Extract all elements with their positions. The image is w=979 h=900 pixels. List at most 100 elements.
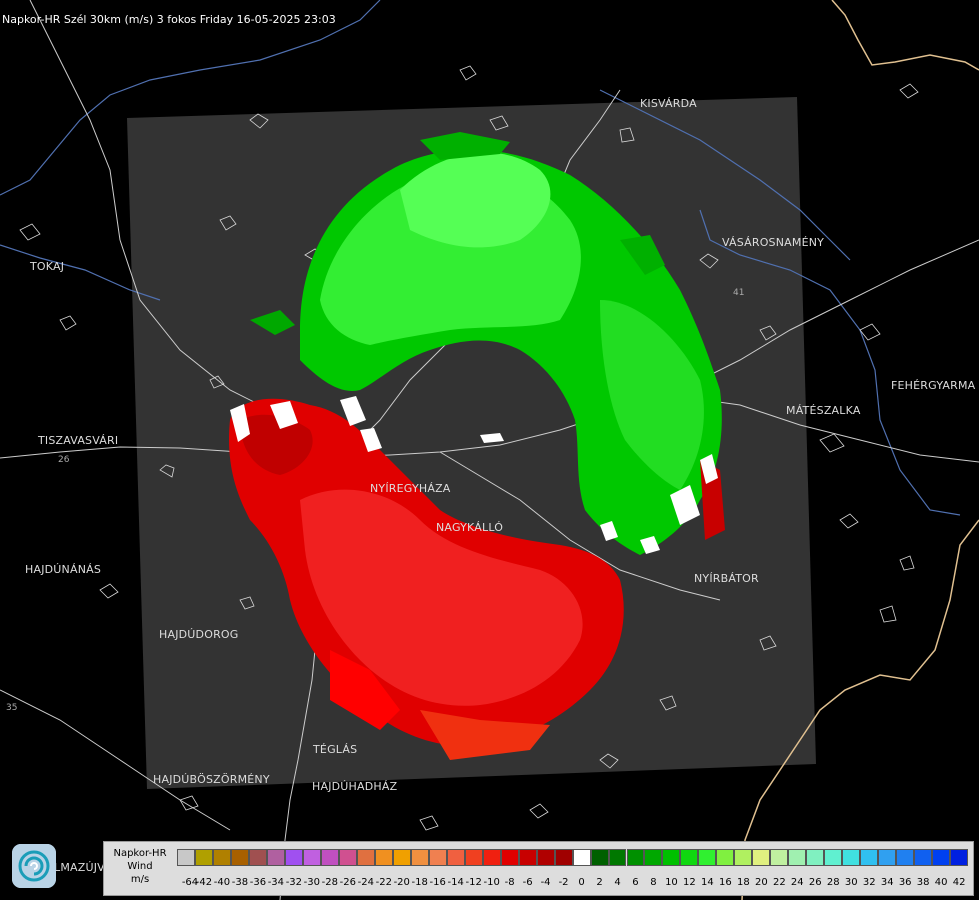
legend-tick-label: 28 — [826, 877, 840, 888]
legend-tick-label: 32 — [862, 877, 876, 888]
legend-tick-label: 38 — [916, 877, 930, 888]
legend-swatch — [896, 849, 915, 866]
legend-swatch — [500, 849, 519, 866]
radar-echo-red — [229, 398, 725, 760]
legend-swatch — [356, 849, 375, 866]
legend-tick-label: -32 — [285, 877, 303, 888]
city-label-kisvarda: KISVÁRDA — [640, 97, 697, 110]
napkor-logo — [12, 844, 56, 888]
legend-swatch — [194, 849, 213, 866]
legend-swatch — [698, 849, 717, 866]
legend-tick-label: -24 — [357, 877, 374, 888]
legend-swatch — [446, 849, 465, 866]
legend-tick-label: -34 — [267, 877, 285, 888]
legend-swatch — [482, 849, 501, 866]
road-number-41: 41 — [733, 288, 744, 298]
legend-tick-label: -18 — [411, 877, 428, 888]
legend-tick-label: 4 — [614, 877, 621, 888]
country-border — [741, 0, 979, 900]
city-label-tokaj: TOKAJ — [30, 260, 65, 273]
legend-swatch — [626, 849, 645, 866]
legend-swatch — [734, 849, 753, 866]
legend-swatch — [662, 849, 681, 866]
legend-swatch — [536, 849, 555, 866]
legend-swatch — [878, 849, 897, 866]
road-number-35: 35 — [6, 703, 17, 713]
legend-tick-label: -40 — [213, 877, 231, 888]
legend-swatch — [932, 849, 951, 866]
legend-tick-label: 22 — [772, 877, 786, 888]
radar-echo-white — [230, 396, 718, 554]
city-label-tiszavasvari: TISZAVASVÁRI — [38, 434, 119, 447]
color-legend: Napkor-HR Wind m/s -64 -42 -40 -38 -36 -34 -32… — [103, 841, 974, 896]
legend-tick-label: 12 — [683, 877, 696, 888]
city-label-hajduhadhaz: HAJDÚHADHÁZ — [312, 780, 398, 793]
legend-swatch — [177, 849, 195, 866]
legend-tick-label: 0 — [578, 877, 585, 888]
legend-tick-label: 14 — [701, 877, 714, 888]
legend-tick-label: -8 — [504, 877, 515, 888]
legend-swatch — [590, 849, 609, 866]
legend-tick-label: -4 — [540, 877, 551, 888]
legend-tick-label: -12 — [465, 877, 482, 888]
legend-title-line-3: m/s — [130, 874, 150, 885]
legend-swatch — [752, 849, 771, 866]
legend-tick-label: -30 — [303, 877, 321, 888]
legend-swatch — [518, 849, 537, 866]
legend-tick-label: 34 — [880, 877, 894, 888]
legend-swatch — [860, 849, 879, 866]
legend-title-line-2: Wind — [127, 861, 153, 872]
legend-swatch — [680, 849, 699, 866]
legend-tick-label: 24 — [790, 877, 804, 888]
city-label-nyiregyhaza: NYÍREGYHÁZA — [370, 482, 451, 495]
city-label-nyirbator: NYÍRBÁTOR — [694, 572, 759, 585]
city-label-hajduboszormeny: HAJDÚBÖSZÖRMÉNY — [153, 773, 270, 786]
legend-swatch — [788, 849, 807, 866]
legend-tick-label: 40 — [934, 877, 948, 888]
map-title: Napkor-HR Szél 30km (m/s) 3 fokos Friday… — [2, 13, 336, 26]
legend-tick-label: -28 — [321, 877, 338, 888]
legend-swatch — [716, 849, 735, 866]
legend-title-line-1: Napkor-HR — [113, 848, 167, 859]
legend-tick-label: -26 — [339, 877, 356, 888]
legend-tick-label: -10 — [483, 877, 500, 888]
city-label-vasarosnameny: VÁSÁROSNAMÉNY — [722, 236, 825, 249]
city-label-teglas: TÉGLÁS — [313, 743, 358, 756]
legend-tick-label: 20 — [754, 877, 768, 888]
legend-tick-label: -16 — [429, 877, 446, 888]
legend-swatch — [302, 849, 321, 866]
legend-swatch — [428, 849, 447, 866]
city-label-nagykallo: NAGYKÁLLÓ — [436, 521, 504, 534]
legend-swatch — [338, 849, 357, 866]
legend-tick-label: 6 — [632, 877, 639, 888]
radar-echo-green — [250, 132, 722, 556]
legend-swatch — [914, 849, 933, 866]
legend-swatch — [212, 849, 231, 866]
legend-tick-label: 18 — [736, 877, 750, 888]
settlement-outlines — [19, 65, 919, 831]
city-label-hajdunanas: HAJDÚNÁNÁS — [25, 563, 102, 576]
legend-swatch — [824, 849, 843, 866]
legend-swatch — [410, 849, 429, 866]
legend-tick-label: -6 — [522, 877, 533, 888]
legend-swatch — [644, 849, 663, 866]
legend-tick-label: 30 — [844, 877, 858, 888]
legend-swatch — [806, 849, 825, 866]
legend-swatch — [464, 849, 483, 866]
legend-swatch — [572, 849, 591, 866]
city-label-hajdudorog: HAJDÚDOROG — [159, 628, 239, 641]
legend-swatch — [608, 849, 627, 866]
legend-swatch — [554, 849, 573, 866]
city-label-fehergyarmat: FEHÉRGYARMA — [891, 379, 976, 392]
legend-tick-label: -38 — [231, 877, 249, 888]
napkor-logo-icon — [12, 844, 56, 888]
legend-tick-label: 8 — [650, 877, 657, 888]
legend-tick-label: 42 — [952, 877, 966, 888]
legend-swatch — [320, 849, 339, 866]
legend-tick-label: 16 — [719, 877, 732, 888]
legend-swatch — [950, 849, 969, 866]
legend-swatch — [248, 849, 267, 866]
legend-swatch — [374, 849, 393, 866]
legend-tick-label: -36 — [249, 877, 267, 888]
